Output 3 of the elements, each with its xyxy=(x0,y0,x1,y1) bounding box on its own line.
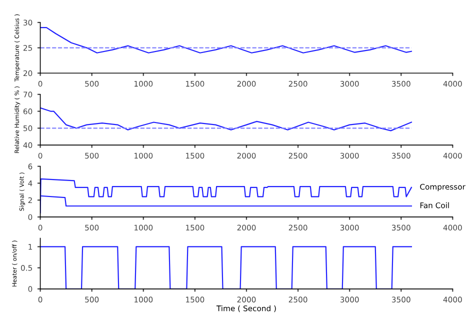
line-series xyxy=(40,178,412,214)
line-series xyxy=(40,107,412,132)
line-series xyxy=(40,26,412,54)
